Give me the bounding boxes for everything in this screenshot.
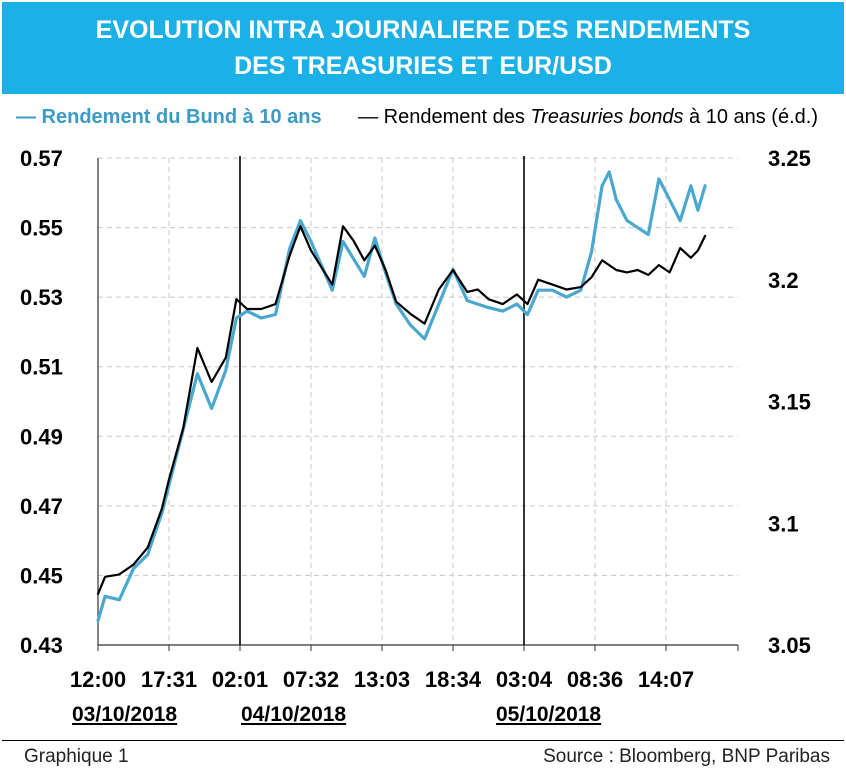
right-axis-tick-label: 3.1 xyxy=(768,511,799,536)
legend-treasury-suffix: à 10 ans (é.d.) xyxy=(683,106,818,128)
right-axis-tick-label: 3.25 xyxy=(768,146,811,171)
chart-title-banner: EVOLUTION INTRA JOURNALIERE DES RENDEMEN… xyxy=(2,2,844,94)
chart-title-line-1: EVOLUTION INTRA JOURNALIERE DES RENDEMEN… xyxy=(95,16,751,44)
left-axis-tick-label: 0.57 xyxy=(20,146,63,171)
chart-legend: — Rendement du Bund à 10 ans — Rendement… xyxy=(0,102,846,136)
series-lines xyxy=(96,170,707,623)
left-axis-tick-label: 0.47 xyxy=(20,494,63,519)
date-label-day-1: 03/10/2018 xyxy=(72,703,178,726)
source-note: Source : Bloomberg, BNP Paribas xyxy=(543,746,830,767)
figure-number: Graphique 1 xyxy=(24,746,129,767)
line-chart: 0.570.550.530.510.490.470.450.43 3.253.2… xyxy=(20,146,811,692)
right-axis-tick-label: 3.15 xyxy=(768,390,811,415)
left-axis-tick-label: 0.55 xyxy=(20,216,63,241)
x-axis-tick-label: 17:31 xyxy=(141,667,197,692)
right-axis-tick-label: 3.2 xyxy=(768,268,799,293)
series-line-bund xyxy=(96,170,707,623)
axes xyxy=(97,156,738,646)
x-axis-tick-label: 08:36 xyxy=(567,667,623,692)
x-axis-tick-label: 14:07 xyxy=(638,667,694,692)
right-axis-tick-label: 3.05 xyxy=(768,633,811,658)
x-axis-tick-label: 02:01 xyxy=(212,667,268,692)
x-axis-tick-label: 03:04 xyxy=(496,667,553,692)
x-axis-tick-label: 13:03 xyxy=(354,667,410,692)
left-axis-tick-label: 0.43 xyxy=(20,633,63,658)
left-axis-tick-label: 0.53 xyxy=(20,285,63,310)
date-label-day-3: 05/10/2018 xyxy=(496,703,602,726)
legend-treasury-prefix: — Rendement des xyxy=(358,106,531,128)
x-axis-tick-label: 18:34 xyxy=(425,667,482,692)
legend-item-bund: — Rendement du Bund à 10 ans xyxy=(16,106,322,128)
left-axis-ticks: 0.57 0.55 0.53 0.51 0.49 0.47 0.45 0.43 xyxy=(20,146,63,658)
left-axis-tick-label: 0.51 xyxy=(20,355,63,380)
left-axis-tick-label: 0.45 xyxy=(20,563,63,588)
chart-title-line-2: DES TREASURIES ET EUR/USD xyxy=(234,52,612,80)
x-axis-ticks: 12:00 17:31 02:01 07:32 13:03 18:34 03:04 08:36… xyxy=(70,645,739,692)
series-line-treasury xyxy=(96,225,707,595)
legend-item-treasury: — Rendement des Treasuries bonds à 10 an… xyxy=(358,106,818,129)
right-axis-ticks: 3.25 3.2 3.15 3.1 3.05 xyxy=(768,146,811,658)
legend-treasury-italic: Treasuries bonds xyxy=(530,106,684,128)
date-label-day-2: 04/10/2018 xyxy=(241,703,347,726)
footer-divider xyxy=(2,740,844,741)
x-axis-tick-label: 07:32 xyxy=(283,667,339,692)
x-axis-tick-label: 12:00 xyxy=(70,667,126,692)
left-axis-tick-label: 0.49 xyxy=(20,424,63,449)
